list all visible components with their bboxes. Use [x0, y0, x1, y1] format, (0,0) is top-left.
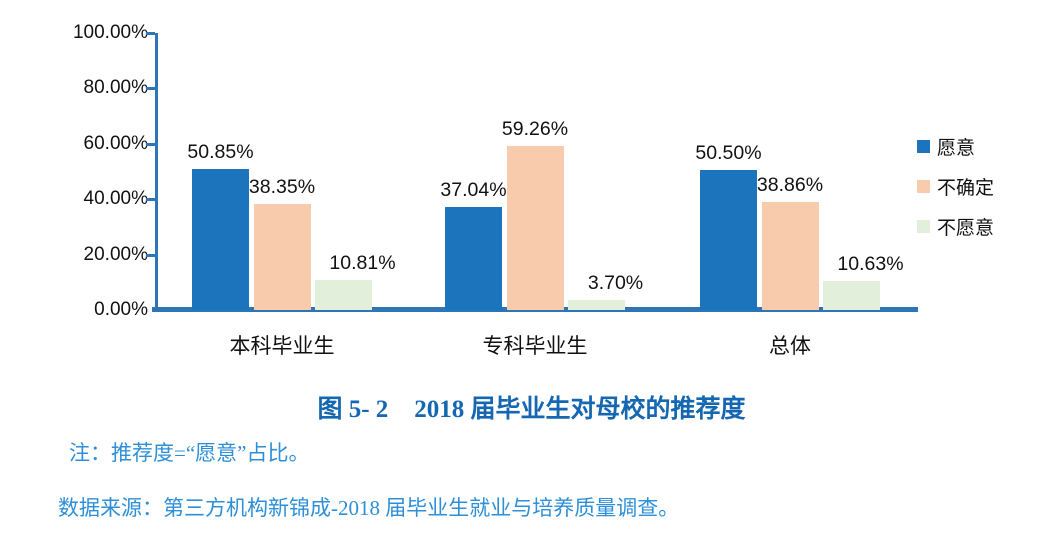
y-axis-tick: [146, 32, 155, 35]
y-axis-label: 60.00%: [83, 132, 148, 154]
legend-label: 不愿意: [937, 218, 995, 239]
bar-group: 37.04% 59.26% 3.70%: [440, 33, 643, 310]
bar-value-label: 10.63%: [837, 252, 904, 275]
bar: 3.70%: [568, 272, 643, 310]
bar-group: 50.50% 38.86% 10.63%: [695, 33, 904, 310]
y-axis-line: [155, 33, 158, 310]
bar-value-label: 38.35%: [248, 175, 316, 198]
data-source: 数据来源：第三方机构新锦成-2018 届毕业生就业与培养质量调查。: [58, 496, 680, 520]
figure-caption: 图 5- 2 2018 届毕业生对母校的推荐度: [0, 389, 1063, 425]
bar-value-label: 38.86%: [756, 174, 824, 197]
legend-label: 愿意: [937, 138, 976, 159]
legend-swatch: [917, 220, 930, 233]
bar-value-label: 50.85%: [187, 141, 254, 164]
y-axis-label: 100.00%: [72, 22, 148, 43]
bar-value-label: 37.04%: [440, 179, 507, 202]
x-axis-category-label: 总体: [769, 335, 811, 358]
bar-group: 50.85% 38.35% 10.81%: [187, 33, 396, 310]
figure-caption-text: 2018 届毕业生对母校的推荐度: [414, 396, 746, 423]
legend-item: 愿意: [917, 133, 975, 160]
legend-swatch: [917, 180, 930, 193]
bar-value-label: 59.26%: [501, 117, 569, 140]
y-axis-label: 20.00%: [83, 243, 148, 265]
x-axis-category-label: 专科毕业生: [482, 335, 588, 358]
y-axis-tick: [146, 142, 155, 146]
bar-value-label: 10.81%: [329, 252, 396, 275]
y-axis-tick: [146, 87, 155, 91]
y-axis-label: 40.00%: [83, 188, 148, 210]
legend-item: 不愿意: [917, 213, 994, 240]
bar: 59.26%: [502, 118, 568, 310]
figure-note: 注：推荐度=“愿意”占比。: [69, 441, 310, 465]
legend-item: 不确定: [917, 173, 994, 200]
bar: 10.81%: [315, 252, 396, 310]
y-axis-label: 80.00%: [83, 77, 148, 99]
bar-value-label: 50.50%: [695, 142, 762, 165]
x-axis-category-label: 本科毕业生: [229, 335, 335, 358]
bar: 50.50%: [695, 142, 762, 310]
legend-swatch: [917, 140, 930, 153]
bar-value-label: 3.70%: [587, 271, 644, 294]
bar: 50.85%: [187, 141, 254, 310]
bar: 37.04%: [440, 179, 507, 310]
y-axis-tick: [146, 253, 155, 257]
legend-label: 不确定: [937, 178, 995, 199]
bar: 38.86%: [757, 174, 823, 310]
bar: 10.63%: [823, 253, 904, 310]
bar: 38.35%: [249, 176, 315, 310]
y-axis-label: 0.00%: [94, 299, 148, 320]
y-axis-tick: [146, 198, 155, 202]
figure-caption-number: 图 5- 2: [317, 396, 389, 423]
